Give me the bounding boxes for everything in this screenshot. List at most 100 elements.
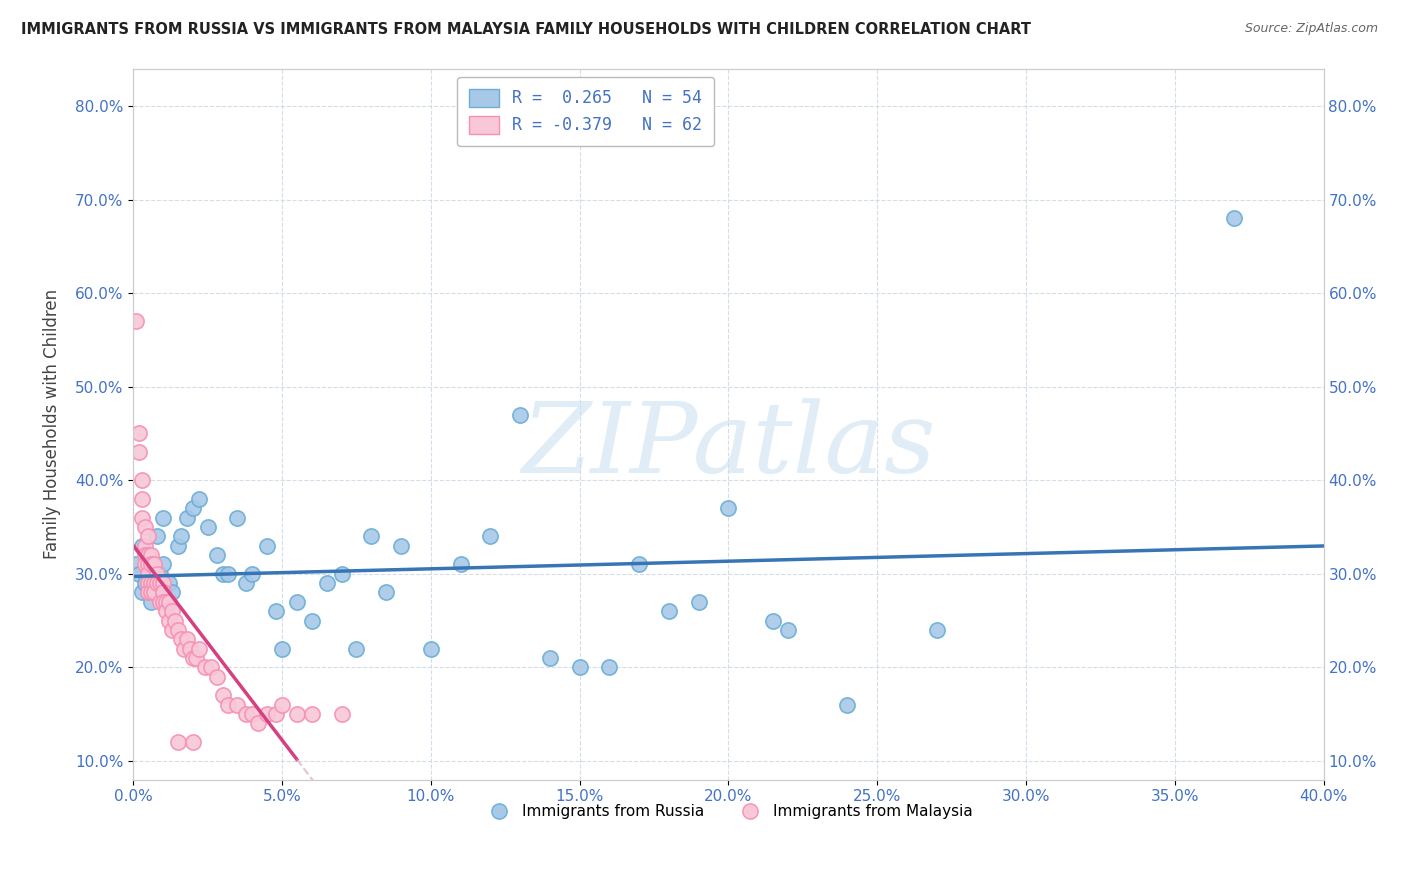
Point: [837, 698, 859, 712]
Point: [240, 707, 263, 722]
Point: [152, 576, 174, 591]
Point: [146, 566, 169, 581]
Point: [285, 707, 308, 722]
Point: [155, 604, 177, 618]
Point: [146, 576, 169, 591]
Point: [157, 576, 180, 591]
Point: [628, 558, 651, 572]
Point: [134, 548, 156, 562]
Point: [128, 566, 150, 581]
Point: [149, 576, 172, 591]
Point: [152, 595, 174, 609]
Point: [170, 529, 193, 543]
Point: [301, 707, 323, 722]
Point: [330, 566, 353, 581]
Point: [173, 641, 195, 656]
Point: [256, 539, 278, 553]
Point: [568, 660, 591, 674]
Point: [509, 408, 531, 422]
Point: [450, 558, 472, 572]
Point: [211, 566, 233, 581]
Point: [160, 604, 183, 618]
Point: [197, 520, 219, 534]
Point: [143, 576, 166, 591]
Point: [125, 314, 148, 328]
Text: Source: ZipAtlas.com: Source: ZipAtlas.com: [1244, 22, 1378, 36]
Point: [125, 558, 148, 572]
Point: [143, 585, 166, 599]
Point: [139, 558, 162, 572]
Point: [1223, 211, 1246, 226]
Point: [134, 520, 156, 534]
Point: [136, 585, 159, 599]
Point: [131, 539, 153, 553]
Point: [136, 529, 159, 543]
Point: [128, 445, 150, 459]
Point: [167, 623, 190, 637]
Point: [152, 510, 174, 524]
Point: [226, 510, 249, 524]
Point: [187, 491, 209, 506]
Point: [181, 735, 204, 749]
Point: [389, 539, 412, 553]
Point: [205, 548, 228, 562]
Point: [131, 510, 153, 524]
Point: [149, 595, 172, 609]
Point: [152, 558, 174, 572]
Point: [200, 660, 222, 674]
Point: [131, 473, 153, 487]
Point: [160, 585, 183, 599]
Point: [139, 548, 162, 562]
Point: [176, 632, 198, 647]
Point: [264, 604, 287, 618]
Point: [240, 566, 263, 581]
Point: [167, 735, 190, 749]
Point: [217, 566, 239, 581]
Point: [360, 529, 382, 543]
Point: [128, 426, 150, 441]
Point: [256, 707, 278, 722]
Point: [134, 558, 156, 572]
Point: [136, 566, 159, 581]
Point: [375, 585, 398, 599]
Point: [184, 651, 207, 665]
Y-axis label: Family Households with Children: Family Households with Children: [44, 289, 60, 559]
Point: [181, 501, 204, 516]
Point: [157, 614, 180, 628]
Point: [762, 614, 785, 628]
Point: [285, 595, 308, 609]
Point: [247, 716, 270, 731]
Point: [134, 539, 156, 553]
Point: [776, 623, 799, 637]
Point: [157, 595, 180, 609]
Point: [146, 529, 169, 543]
Point: [211, 689, 233, 703]
Point: [598, 660, 620, 674]
Point: [167, 539, 190, 553]
Point: [170, 632, 193, 647]
Point: [346, 641, 368, 656]
Point: [136, 576, 159, 591]
Point: [176, 510, 198, 524]
Point: [658, 604, 681, 618]
Point: [179, 641, 201, 656]
Point: [194, 660, 217, 674]
Point: [271, 698, 294, 712]
Point: [271, 641, 294, 656]
Point: [139, 595, 162, 609]
Point: [134, 576, 156, 591]
Point: [155, 595, 177, 609]
Legend: Immigrants from Russia, Immigrants from Malaysia: Immigrants from Russia, Immigrants from …: [478, 798, 979, 825]
Point: [315, 576, 337, 591]
Text: ZIPatlas: ZIPatlas: [522, 398, 935, 493]
Point: [139, 576, 162, 591]
Point: [131, 585, 153, 599]
Point: [149, 566, 172, 581]
Point: [136, 558, 159, 572]
Point: [187, 641, 209, 656]
Point: [131, 491, 153, 506]
Point: [925, 623, 948, 637]
Point: [479, 529, 502, 543]
Point: [143, 566, 166, 581]
Point: [136, 548, 159, 562]
